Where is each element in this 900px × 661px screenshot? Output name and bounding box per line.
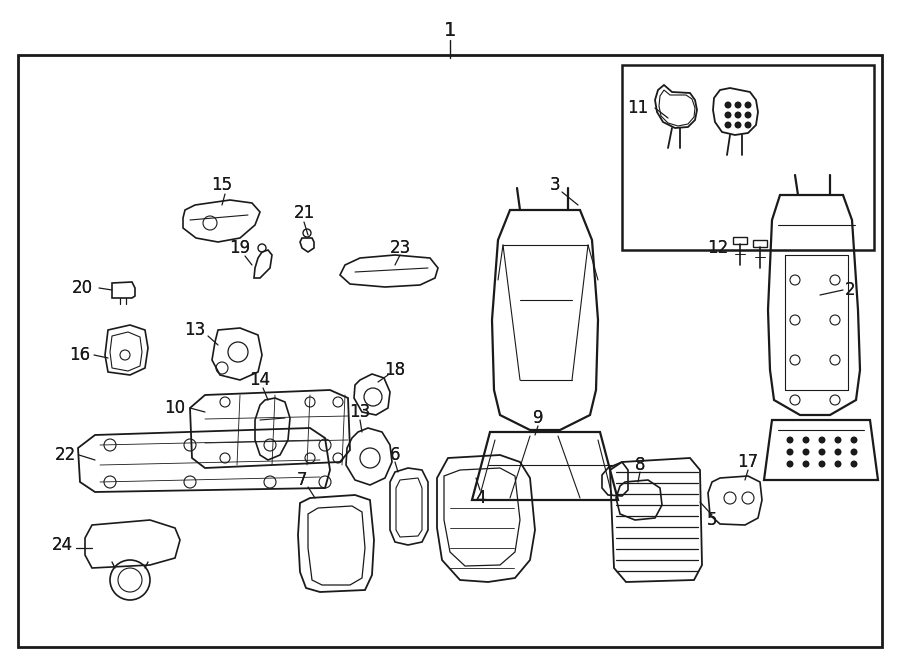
Circle shape	[734, 112, 742, 118]
Circle shape	[834, 449, 842, 455]
Bar	[18, 55, 882, 647]
Circle shape	[850, 461, 858, 467]
Circle shape	[803, 461, 809, 467]
Bar	[753, 240, 767, 247]
Text: 13: 13	[184, 321, 205, 339]
Text: 7: 7	[297, 471, 307, 489]
Bar	[622, 65, 874, 250]
Text: 9: 9	[533, 409, 544, 427]
Text: 13: 13	[349, 403, 371, 421]
Text: 5: 5	[706, 511, 717, 529]
Circle shape	[850, 436, 858, 444]
Text: 3: 3	[550, 176, 561, 194]
Text: 23: 23	[390, 239, 410, 257]
Circle shape	[724, 112, 732, 118]
Text: 11: 11	[627, 99, 649, 117]
Circle shape	[850, 449, 858, 455]
Text: 1: 1	[444, 20, 456, 40]
Text: 14: 14	[249, 371, 271, 389]
Text: 6: 6	[390, 446, 400, 464]
Text: 10: 10	[165, 399, 185, 417]
Text: 8: 8	[634, 456, 645, 474]
Text: 16: 16	[69, 346, 91, 364]
Text: 7: 7	[297, 471, 307, 489]
Circle shape	[834, 436, 842, 444]
Text: 12: 12	[707, 239, 729, 257]
Text: 21: 21	[293, 204, 315, 222]
Circle shape	[818, 436, 825, 444]
Text: 19: 19	[230, 239, 250, 257]
Text: 16: 16	[69, 346, 91, 364]
Text: 5: 5	[706, 511, 717, 529]
Text: 6: 6	[390, 446, 400, 464]
Text: 9: 9	[533, 409, 544, 427]
Circle shape	[724, 122, 732, 128]
Text: 13: 13	[184, 321, 205, 339]
Circle shape	[734, 102, 742, 108]
Circle shape	[834, 461, 842, 467]
Text: 4: 4	[475, 489, 485, 507]
Text: 15: 15	[212, 176, 232, 194]
Text: 1: 1	[444, 20, 456, 40]
Text: 18: 18	[384, 361, 406, 379]
Text: 11: 11	[627, 99, 649, 117]
Text: 12: 12	[707, 239, 729, 257]
Text: 22: 22	[54, 446, 76, 464]
Bar	[733, 237, 747, 244]
Circle shape	[818, 461, 825, 467]
Circle shape	[744, 122, 752, 128]
Text: 17: 17	[737, 453, 759, 471]
Text: 3: 3	[550, 176, 561, 194]
Text: 20: 20	[71, 279, 93, 297]
Text: 21: 21	[293, 204, 315, 222]
Text: 23: 23	[390, 239, 410, 257]
Text: 24: 24	[51, 536, 73, 554]
Circle shape	[787, 436, 794, 444]
Circle shape	[803, 436, 809, 444]
Circle shape	[744, 102, 752, 108]
Text: 2: 2	[845, 281, 855, 299]
Text: 19: 19	[230, 239, 250, 257]
Text: 18: 18	[384, 361, 406, 379]
Text: 24: 24	[51, 536, 73, 554]
Text: 15: 15	[212, 176, 232, 194]
Circle shape	[744, 112, 752, 118]
Text: 17: 17	[737, 453, 759, 471]
Circle shape	[724, 102, 732, 108]
Text: 22: 22	[54, 446, 76, 464]
Text: 8: 8	[634, 456, 645, 474]
Text: 4: 4	[475, 489, 485, 507]
Circle shape	[818, 449, 825, 455]
Circle shape	[803, 449, 809, 455]
Circle shape	[787, 449, 794, 455]
Circle shape	[734, 122, 742, 128]
Text: 10: 10	[165, 399, 185, 417]
Text: 13: 13	[349, 403, 371, 421]
Text: 2: 2	[845, 281, 855, 299]
Text: 14: 14	[249, 371, 271, 389]
Text: 20: 20	[71, 279, 93, 297]
Circle shape	[787, 461, 794, 467]
